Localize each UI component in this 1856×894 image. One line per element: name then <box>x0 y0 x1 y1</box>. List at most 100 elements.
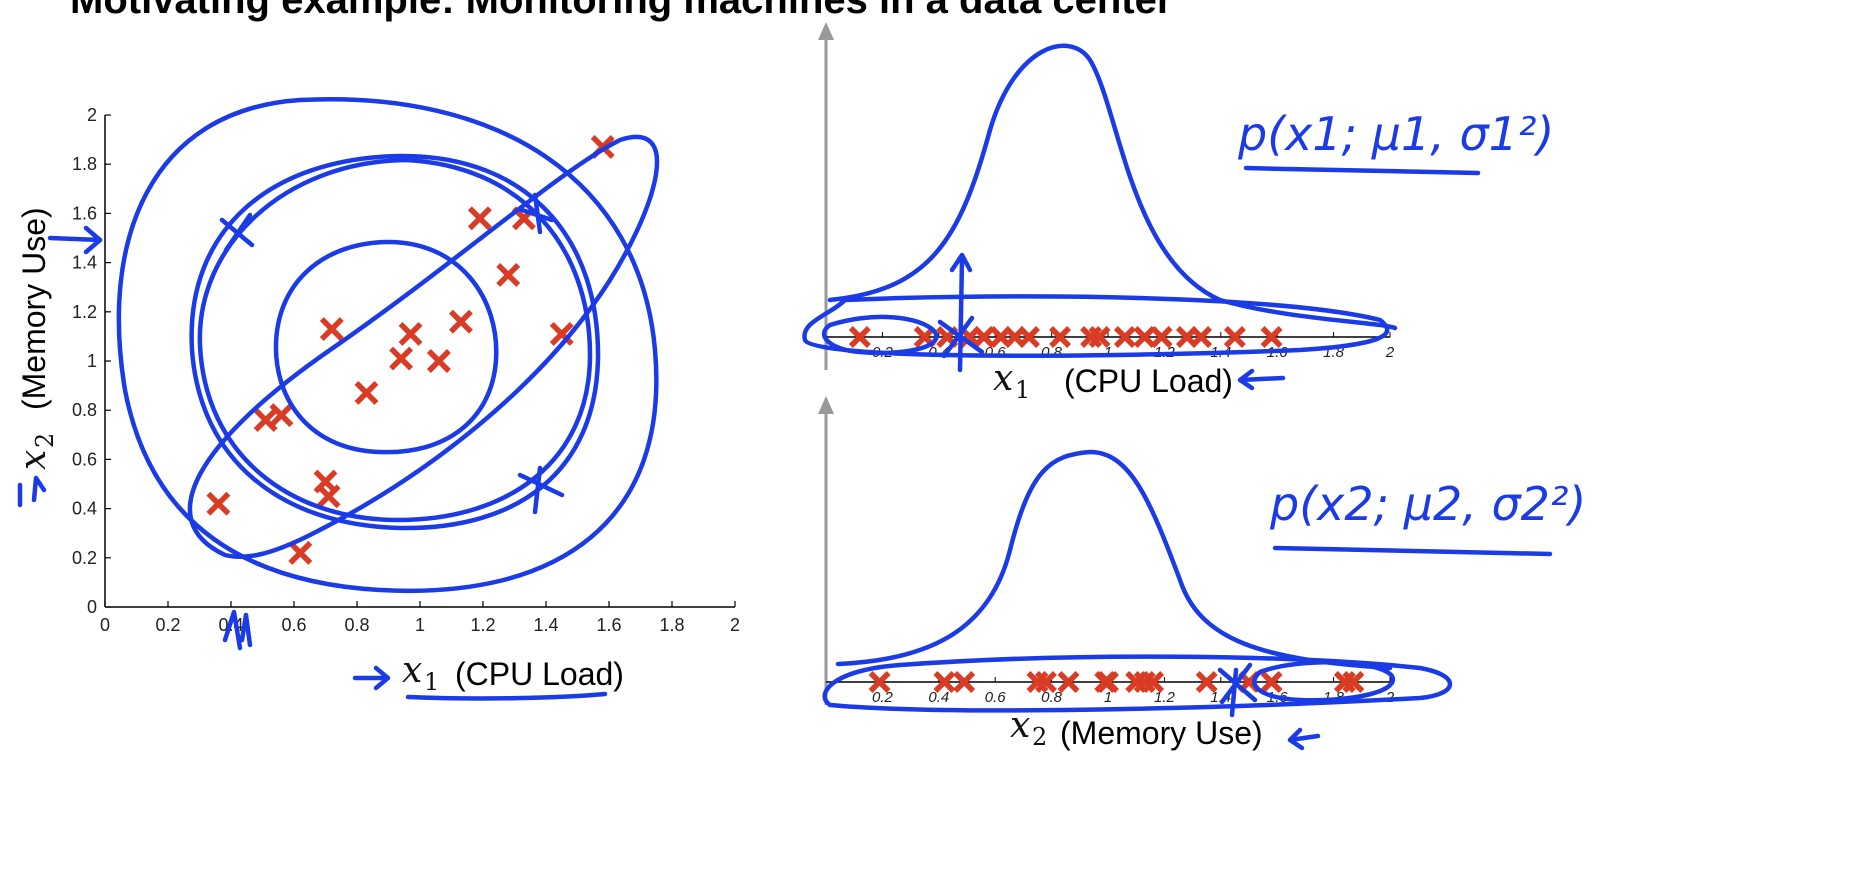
scatter-y-tick-label: 1.4 <box>72 253 97 273</box>
x2-plot-label-sub: 2 <box>1032 723 1047 751</box>
scatter-x-tick-label: 1.8 <box>659 615 684 635</box>
x1-plot-axis-arrow <box>818 22 834 40</box>
y-axis-arrow <box>47 225 103 255</box>
x-axis-mark <box>222 609 253 651</box>
scatter-y-tick-label: 0.6 <box>72 449 97 469</box>
x2-plot-label: x 2 (Memory Use) <box>1010 705 1263 751</box>
scatter-x-tick-label: 0 <box>100 615 110 635</box>
scatter-point-marker <box>426 349 451 373</box>
scatter-plot: 0 0.2 0.4 0.6 0.8 1 1.2 1.4 1.6 1.8 2 0 0.2 0.4 0.6 0.… <box>13 105 740 696</box>
scatter-y-tick-label: 2 <box>87 105 97 125</box>
x2-plot-label-var: x <box>1010 705 1030 746</box>
scatter-point-marker <box>206 491 231 516</box>
x2-plot-point-marker <box>953 671 976 693</box>
x1-label-arrow <box>1237 368 1286 391</box>
x1-gaussian-curve <box>827 43 1398 331</box>
scatter-point-marker <box>288 540 313 565</box>
x2-gaussian-curve <box>835 449 1393 671</box>
scatter-point-marker <box>496 262 521 287</box>
x1-plot-point-marker <box>1133 326 1156 348</box>
x1-plot-label-sub: 1 <box>1015 376 1030 404</box>
scatter-xlabel-sub: 1 <box>424 668 439 696</box>
scatter-point-marker <box>354 381 379 405</box>
scatter-point-marker <box>389 346 414 371</box>
x2-plot-point-marker <box>1142 671 1165 693</box>
x2-plot-point-marker <box>868 671 891 693</box>
scatter-point-marker <box>316 484 341 509</box>
x1-plot-point-marker <box>1223 326 1246 348</box>
scatter-y-tick-label: 0.8 <box>72 400 97 420</box>
scatter-x-tick-label: 0.8 <box>344 615 369 635</box>
scatter-x-tick-label: 0.2 <box>155 615 180 635</box>
x2-plot-tick-label: 0.4 <box>928 689 949 706</box>
scatter-x-tick-label: 0.6 <box>281 615 306 635</box>
x2-plot-tick-label: 0.6 <box>985 689 1007 706</box>
x1-plot-tick-label: 2 <box>1385 344 1395 361</box>
x-axis-arrow <box>352 665 391 691</box>
x2-density-plot: 0.2 0.4 0.6 0.8 1 1.2 1.4 1.6 1.8 2 x 2 (Memory U… <box>818 396 1395 751</box>
x2-label-arrow <box>1287 727 1321 751</box>
x2-plot-point-marker <box>1195 671 1218 693</box>
scatter-point-marker <box>319 317 344 341</box>
anomaly-mark-1 <box>219 212 255 253</box>
x2-plot-tick-label: 1.2 <box>1154 689 1176 706</box>
scatter-point-marker <box>253 408 278 432</box>
x2-plot-point-marker <box>1097 671 1119 693</box>
scatter-y-tick-label: 0.2 <box>72 548 97 568</box>
x2-plot-tick-label: 0.2 <box>872 689 894 706</box>
scatter-y-tick-label: 1.8 <box>72 154 97 174</box>
x1-plot-point-marker <box>972 326 995 348</box>
x1-plot-tick-label: 1 <box>1104 344 1112 361</box>
correlated-ellipse <box>187 134 660 560</box>
scatter-y-tick-label: 0 <box>87 597 97 617</box>
scatter-x-tick-label: 1.6 <box>596 615 621 635</box>
x2-plot-points <box>868 671 1365 693</box>
outer-contour-ellipse <box>116 97 659 594</box>
x-label-underline <box>405 691 608 701</box>
x1-density-plot: 0.2 0.4 0.6 0.8 1 1.2 1.4 1.6 1.8 2 x 1 (CPU Load… <box>818 22 1395 404</box>
x1-plot-point-marker <box>1088 326 1111 348</box>
x1-density-formula: p(x1; μ1, σ1²) <box>1237 107 1554 161</box>
anomaly-mark-3 <box>519 192 555 235</box>
scatter-y-tick-label: 1.2 <box>72 302 97 322</box>
handwritten-annotations <box>17 43 1553 751</box>
x1-outer-ellipse <box>802 294 1390 358</box>
x2-plot-point-marker <box>1035 671 1057 693</box>
scatter-point-marker <box>467 206 492 231</box>
x2-plot-axis-arrow <box>818 396 834 414</box>
x1-tail-ellipse <box>822 314 939 356</box>
x1-plot-points <box>848 326 1283 348</box>
x2-tail-ellipse <box>1252 660 1396 703</box>
x1-plot-point-marker <box>1113 326 1136 348</box>
anomaly-mark-2 <box>517 465 565 515</box>
scatter-y-tick-label: 1.6 <box>72 203 97 223</box>
inner-contour-ellipse <box>273 239 499 455</box>
scatter-x-tick-label: 2 <box>730 615 740 635</box>
x2-plot-label-text: (Memory Use) <box>1060 715 1263 751</box>
x1-formula-underline <box>1243 165 1481 176</box>
scatter-xlabel-text: (CPU Load) <box>455 656 624 692</box>
x2-plot-point-marker <box>1260 671 1283 693</box>
scatter-y-tick-label: 0.4 <box>72 499 97 519</box>
y-axis-mark <box>17 475 47 508</box>
x1-plot-point-marker <box>1190 326 1213 348</box>
x1-plot-label-text: (CPU Load) <box>1064 363 1233 399</box>
x1-plot-label-var: x <box>993 358 1013 399</box>
scatter-x-tick-label: 1 <box>415 615 425 635</box>
scatter-point-marker <box>549 321 574 346</box>
scatter-y-tick-label: 1 <box>87 351 97 371</box>
scatter-points <box>206 135 615 565</box>
x1-plot-point-marker <box>848 326 871 348</box>
x1-plot-label: x 1 (CPU Load) <box>993 358 1233 404</box>
slide-title: Motivating example: Monitoring machines … <box>70 0 1173 22</box>
x2-plot-point-marker <box>933 671 956 693</box>
x2-plot-point-marker <box>1342 671 1365 693</box>
scatter-xlabel-var: x <box>402 650 422 691</box>
x2-outer-ellipse <box>822 654 1453 713</box>
scatter-x-tick-label: 1.2 <box>470 615 495 635</box>
x1-anomaly-arrow <box>949 252 973 373</box>
scatter-point-marker <box>269 403 294 428</box>
middle-contour-ellipse-2 <box>197 157 593 523</box>
x1-plot-point-marker <box>1150 326 1173 348</box>
